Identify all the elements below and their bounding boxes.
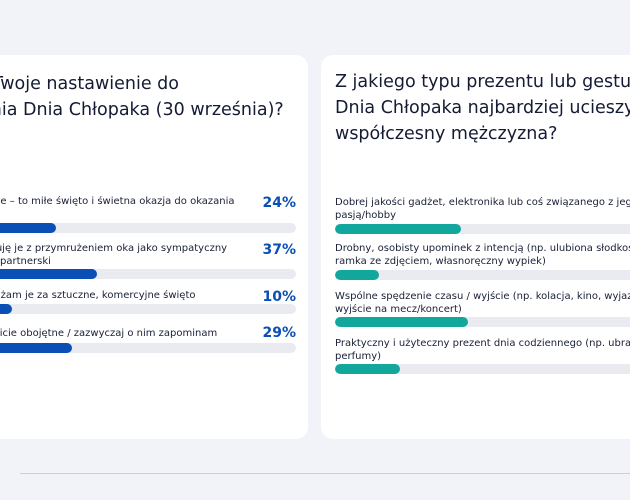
answer-label: Praktyczny i użyteczny prezent dnia codz… [335, 337, 630, 363]
answer-label-line: wyjście na mecz/koncert) [335, 304, 462, 315]
chart-title-line: t Twoje nastawienie do [0, 74, 179, 94]
chart-card-gift: Z jakiego typu prezentu lub gestu z o Dn… [321, 55, 630, 439]
bar [335, 270, 380, 280]
bar-track [0, 304, 296, 314]
bar-track [335, 364, 630, 374]
bar [335, 224, 461, 234]
answer-label-line: Wspólne spędzenie czasu / wyjście (np. k… [335, 291, 630, 302]
bar-track [0, 223, 296, 233]
answer-label-line: aktuję je z przymrużeniem oka jako sympa… [0, 243, 228, 254]
bar-track [0, 343, 296, 353]
answer-label: uważam je za sztuczne, komercyjne święto [0, 289, 195, 302]
answer-label-line: czy/partnerski [0, 256, 51, 267]
answer-label-line: uważam je za sztuczne, komercyjne święto [0, 290, 196, 301]
bar [0, 269, 97, 279]
chart-title: t Twoje nastawienie do enia Dnia Chłopak… [0, 71, 284, 123]
bar-track [335, 270, 630, 280]
answer-label-line: ramka ze zdjęciem, własnoręczny wypiek) [335, 256, 546, 267]
answer-label: kowicie obojętne / zazwyczaj o nim zapom… [0, 327, 217, 340]
bar [0, 304, 12, 314]
answer-label-line: pasją/hobby [335, 210, 397, 221]
bar [0, 223, 56, 233]
answer-label-line: Dobrej jakości gadżet, elektronika lub c… [335, 197, 630, 208]
chart-card-attitude: t Twoje nastawienie do enia Dnia Chłopak… [0, 55, 308, 439]
bar [0, 343, 72, 353]
bar-track [335, 224, 630, 234]
answer-label-line: ywne – to miłe święto i świetna okazja d… [0, 196, 235, 207]
answer-label-line: kowicie obojętne / zazwyczaj o nim zapom… [0, 328, 218, 339]
answer-label: Dobrej jakości gadżet, elektronika lub c… [335, 196, 630, 222]
answer-label: ywne – to miłe święto i świetna okazja d… [0, 195, 235, 208]
answer-label-line: Drobny, osobisty upominek z intencją (np… [335, 243, 630, 254]
percentage-label: 10% [262, 289, 296, 305]
footer-divider [20, 473, 630, 474]
chart-title: Z jakiego typu prezentu lub gestu z o Dn… [335, 69, 630, 147]
chart-title-line: współczesny mężczyzna? [335, 124, 558, 144]
percentage-label: 29% [262, 325, 296, 341]
chart-title-line: Z jakiego typu prezentu lub gestu z o [335, 72, 630, 92]
bar [335, 317, 468, 327]
bar-track [0, 269, 296, 279]
answer-label-line: perfumy) [335, 351, 382, 362]
answer-label: aktuję je z przymrużeniem oka jako sympa… [0, 242, 227, 268]
chart-title-line: enia Dnia Chłopaka (30 września)? [0, 100, 284, 120]
answer-label: Wspólne spędzenie czasu / wyjście (np. k… [335, 290, 630, 316]
percentage-label: 37% [262, 242, 296, 258]
answer-label: Drobny, osobisty upominek z intencją (np… [335, 242, 630, 268]
percentage-label: 24% [262, 195, 296, 211]
bar [335, 364, 400, 374]
bar-track [335, 317, 630, 327]
chart-title-line: Dnia Chłopaka najbardziej ucieszyłby [335, 98, 630, 118]
answer-label-line: Praktyczny i użyteczny prezent dnia codz… [335, 338, 630, 349]
